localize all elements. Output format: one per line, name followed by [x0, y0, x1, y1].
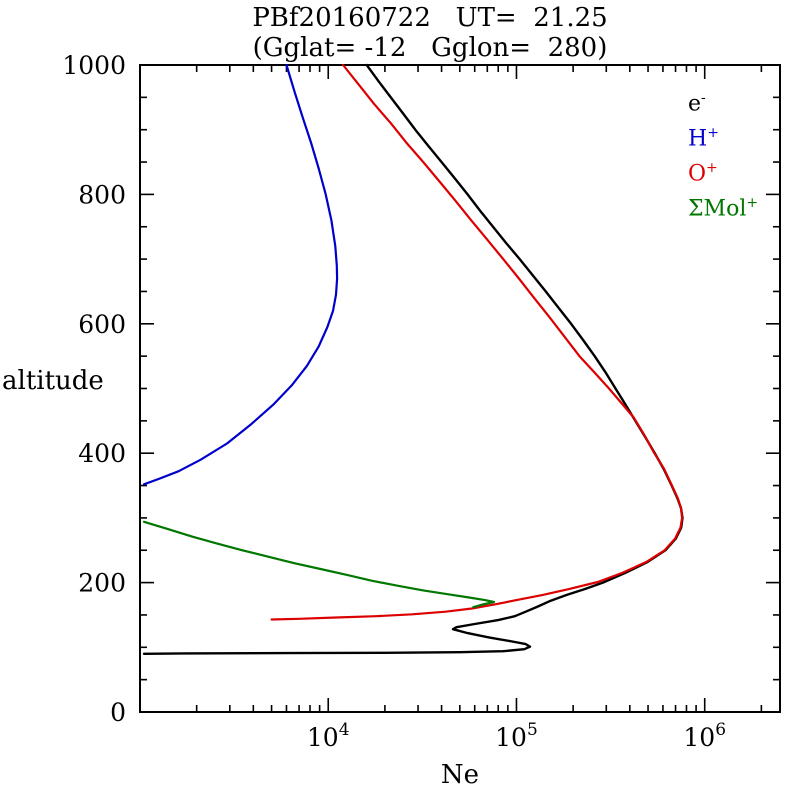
y-axis-label: altitude [2, 366, 104, 396]
series-SigmaMol+ [142, 520, 496, 609]
chart-title: PBf20160722 UT= 21.25 [252, 3, 608, 33]
legend-label: ΣMol [688, 196, 747, 222]
legend-label: e [688, 91, 702, 117]
x-tick-label: 105 [495, 720, 538, 752]
y-tick-label: 200 [78, 569, 126, 598]
series-H+ [142, 63, 339, 486]
legend-label-sup: + [746, 195, 759, 211]
legend-item-1: e- [688, 90, 758, 125]
legend-item-3: O+ [688, 160, 758, 195]
legend-label: O [688, 161, 707, 187]
legend-label-sup: + [706, 160, 718, 176]
y-tick-label: 1000 [62, 51, 126, 80]
legend-label-sup: - [701, 90, 706, 106]
legend-item-2: H+ [688, 125, 758, 160]
legend-label-sup: + [707, 125, 719, 141]
y-tick-label: 600 [78, 310, 126, 339]
series-e- [142, 63, 684, 655]
y-tick-label: 400 [78, 439, 126, 468]
x-axis-label: Ne [440, 760, 480, 790]
chart-subtitle: (Gglat= -12 Gglon= 280) [252, 33, 608, 63]
legend-label: H [688, 126, 708, 152]
x-tick-label: 106 [683, 720, 726, 752]
legend: e- H+ O+ ΣMol+ [688, 90, 758, 230]
legend-item-4: ΣMol+ [688, 195, 758, 230]
series-O+ [270, 63, 684, 621]
x-tick-label: 104 [307, 720, 350, 752]
y-tick-label: 0 [110, 698, 126, 727]
plot-frame [139, 64, 781, 713]
y-tick-label: 800 [78, 180, 126, 209]
